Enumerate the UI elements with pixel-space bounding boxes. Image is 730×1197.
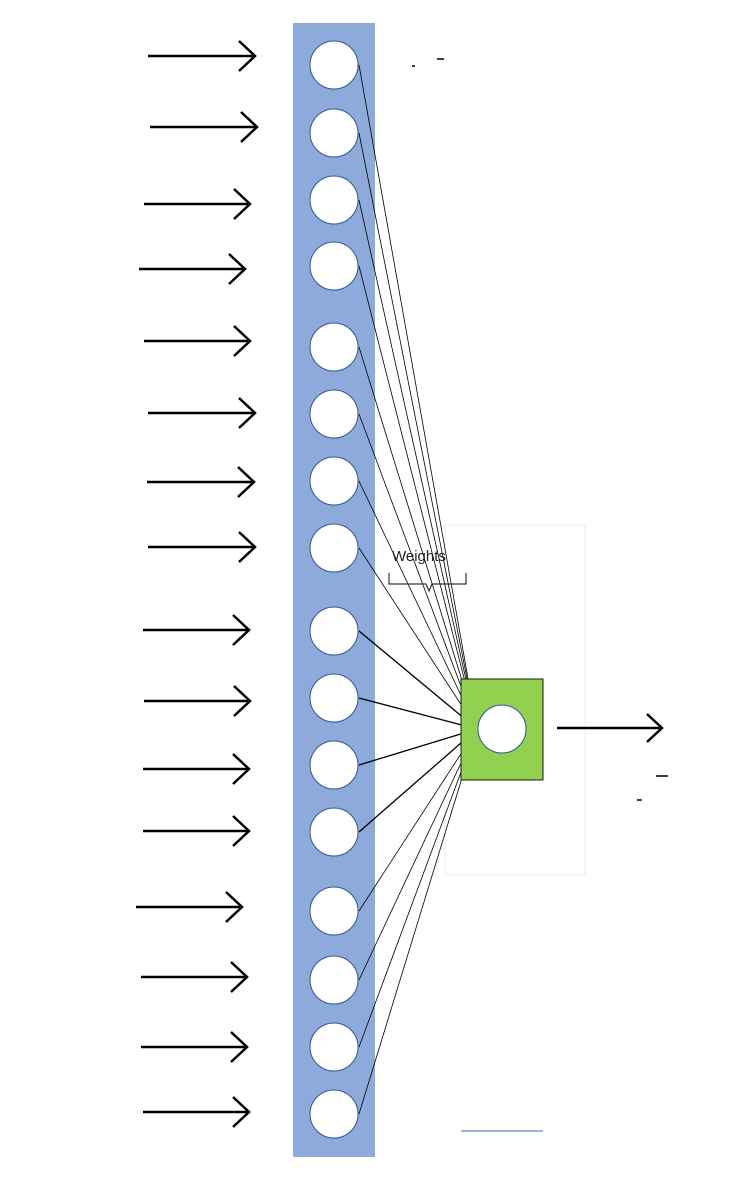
- output-neuron: [477, 704, 527, 754]
- input-neuron: [309, 241, 359, 291]
- weight-connection: [358, 728, 478, 766]
- input-arrow: [148, 40, 257, 72]
- input-neuron: [309, 1022, 359, 1072]
- output-arrow: [557, 713, 664, 743]
- weight-connection: [358, 346, 478, 730]
- input-neuron: [309, 389, 359, 439]
- weights-annotation: Weights: [388, 548, 467, 593]
- weight-connection: [358, 64, 478, 730]
- input-neuron: [309, 1089, 359, 1139]
- input-arrow: [148, 397, 257, 429]
- input-arrow: [136, 891, 244, 923]
- input-nodes: [309, 40, 359, 1139]
- weight-connection: [358, 728, 478, 1115]
- weight-connection: [358, 480, 478, 730]
- weights-brace: [388, 573, 467, 593]
- weights-label: Weights: [392, 548, 446, 565]
- stray-marks: [412, 58, 668, 801]
- weight-connection: [358, 413, 478, 730]
- input-arrow: [143, 1096, 251, 1128]
- input-neuron: [309, 673, 359, 723]
- input-arrow: [141, 961, 249, 993]
- input-neuron: [309, 606, 359, 656]
- input-neuron: [309, 456, 359, 506]
- input-neuron: [309, 807, 359, 857]
- weight-connection: [358, 630, 478, 730]
- input-neuron: [309, 955, 359, 1005]
- weight-connection: [358, 728, 478, 981]
- output-region-panel: [444, 524, 586, 876]
- weight-connection: [358, 265, 478, 730]
- weight-connection: [358, 728, 478, 833]
- input-neuron: [309, 40, 359, 90]
- input-arrows: [136, 40, 259, 1128]
- input-neuron: [309, 322, 359, 372]
- input-arrow: [143, 753, 251, 785]
- input-neuron: [309, 108, 359, 158]
- weight-connections: [358, 64, 480, 1115]
- weight-connection: [358, 547, 478, 730]
- input-arrow: [144, 325, 252, 357]
- weight-connection: [358, 728, 478, 1048]
- input-neuron: [309, 523, 359, 573]
- input-neuron: [309, 886, 359, 936]
- input-arrow: [141, 1031, 249, 1063]
- weight-connection: [358, 697, 478, 730]
- input-arrow: [148, 531, 257, 563]
- input-arrow: [143, 614, 251, 646]
- input-arrow: [144, 685, 252, 717]
- input-neuron: [309, 740, 359, 790]
- input-arrow: [143, 815, 251, 847]
- weight-connection: [358, 132, 478, 730]
- input-arrow: [147, 466, 256, 498]
- input-arrow: [150, 111, 259, 143]
- weight-connection: [358, 728, 478, 912]
- input-neuron: [309, 175, 359, 225]
- input-arrow: [139, 253, 247, 285]
- input-arrow: [144, 188, 252, 220]
- weight-connection: [358, 199, 478, 730]
